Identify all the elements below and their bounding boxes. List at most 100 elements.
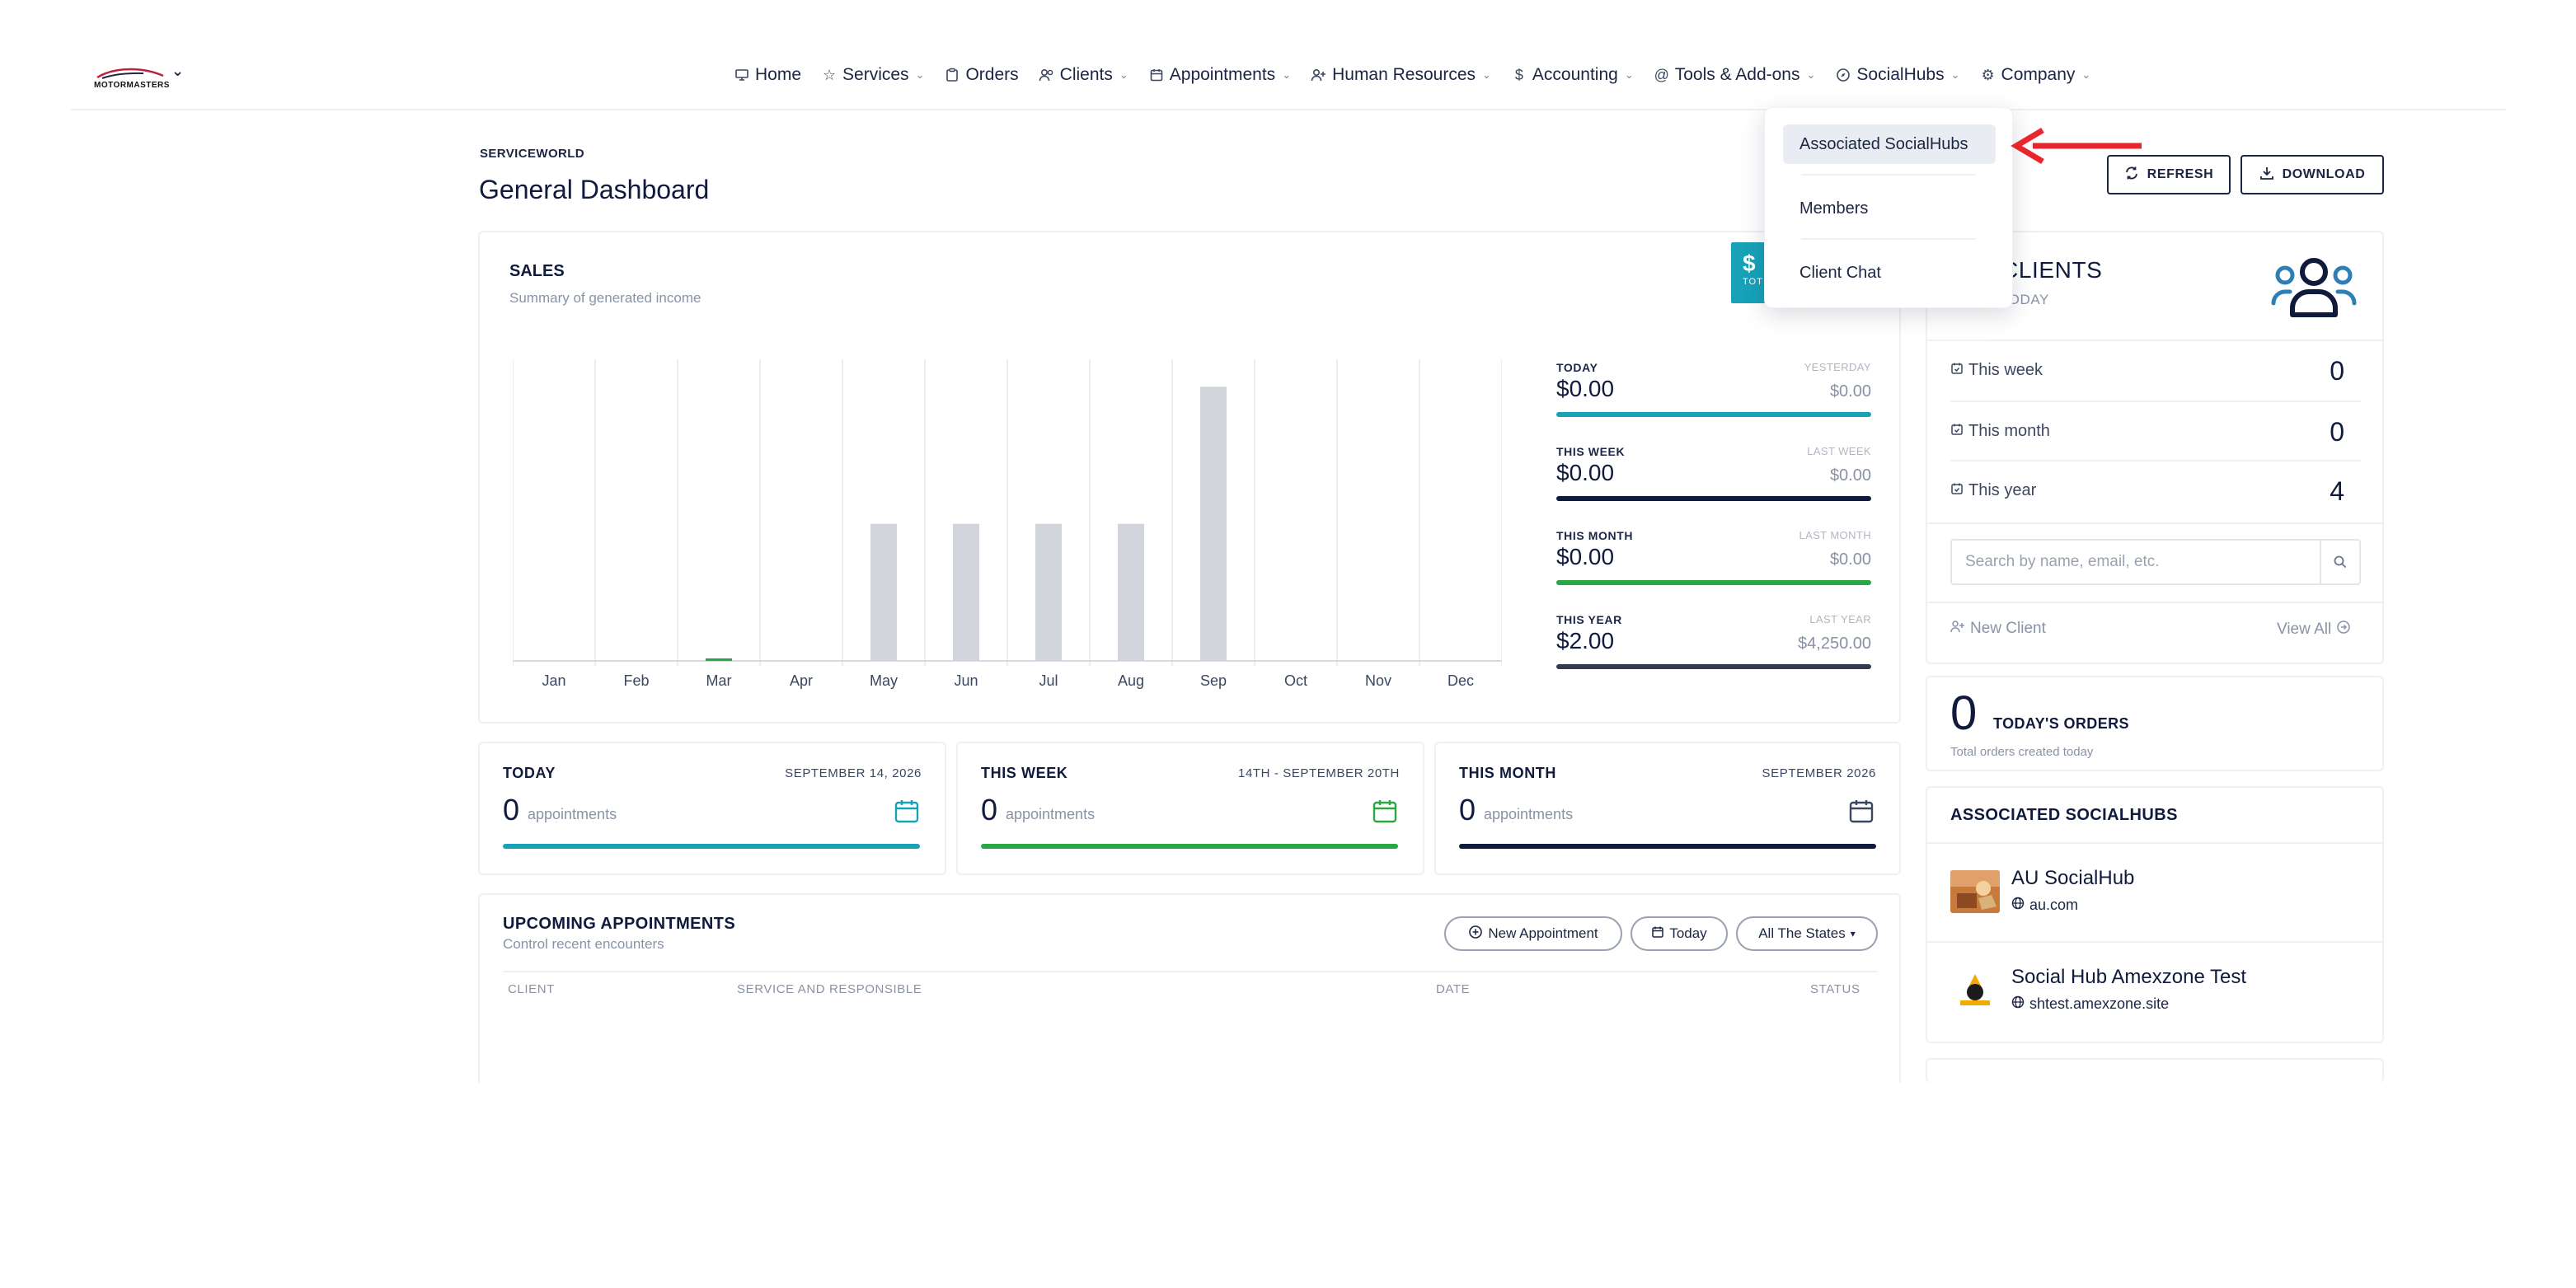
client-search-input[interactable] xyxy=(1952,541,2320,583)
company-eyebrow: SERVICEWORLD xyxy=(480,147,585,161)
card-label: TODAY xyxy=(503,765,556,781)
stat-label: THIS WEEK xyxy=(1556,445,1626,458)
view-all-clients-link[interactable]: View All xyxy=(2277,620,2351,639)
calendar-icon xyxy=(1148,67,1165,83)
nav-item-label: Clients xyxy=(1059,65,1113,84)
stat-compare-label: LAST YEAR xyxy=(1809,613,1871,625)
chart-bar-may[interactable] xyxy=(870,523,897,661)
chart-x-tick-label: Jul xyxy=(1039,672,1058,689)
appointment-unit: appointments xyxy=(1484,806,1574,822)
divider xyxy=(1927,602,2382,603)
stat-value: $0.00 xyxy=(1556,376,1615,401)
stat-today: TODAY YESTERDAY $0.00 $0.00 xyxy=(1556,361,1871,435)
appointments-this-week-card[interactable]: THIS WEEK 14TH - SEPTEMBER 20TH 0 appoin… xyxy=(956,742,1424,875)
nav-item-accounting[interactable]: $ Accounting ⌄ xyxy=(1511,65,1634,85)
stat-compare-value: $4,250.00 xyxy=(1798,635,1871,653)
nav-item-orders[interactable]: Orders xyxy=(944,65,1019,85)
compass-icon xyxy=(1835,67,1851,83)
chart-x-tick-label: Sep xyxy=(1200,672,1227,689)
next-card-stub xyxy=(1926,1058,2384,1083)
menu-item-members[interactable]: Members xyxy=(1799,199,1869,218)
stat-this-month: THIS MONTH LAST MONTH $0.00 $0.00 xyxy=(1556,529,1871,603)
globe-icon xyxy=(2011,897,2025,914)
nav-item-clients[interactable]: Clients ⌄ xyxy=(1039,65,1128,85)
user-plus-icon xyxy=(1311,67,1327,83)
chevron-down-icon: ⌄ xyxy=(915,68,925,81)
socialhub-item[interactable]: AU SocialHub au.com xyxy=(1927,842,2384,941)
appointments-this-month-card[interactable]: THIS MONTH SEPTEMBER 2026 0 appointments xyxy=(1434,742,1901,875)
appointments-today-card[interactable]: TODAY SEPTEMBER 14, 2026 0 appointments xyxy=(478,742,946,875)
new-appointment-button[interactable]: New Appointment xyxy=(1444,916,1622,951)
nav-item-label: Services xyxy=(842,65,909,84)
users-icon xyxy=(1039,67,1055,83)
chart-x-tick-label: Dec xyxy=(1448,672,1474,689)
stat-value: $2.00 xyxy=(1556,628,1615,653)
refresh-button[interactable]: REFRESH xyxy=(2107,155,2231,194)
orders-label: TODAY'S ORDERS xyxy=(1993,715,2129,732)
caret-down-icon: ▾ xyxy=(1850,928,1856,939)
stat-value: $0.00 xyxy=(1556,544,1615,569)
today-filter-label: Today xyxy=(1669,925,1707,941)
chart-x-tick-label: Apr xyxy=(790,672,813,689)
column-header-client: CLIENT xyxy=(508,982,555,996)
chart-bar-aug[interactable] xyxy=(1118,523,1144,661)
calendar-check-icon xyxy=(1950,422,1964,441)
nav-item-home[interactable]: Home xyxy=(734,65,801,85)
card-date: SEPTEMBER 2026 xyxy=(1762,766,1876,780)
column-header-service: SERVICE AND RESPONSIBLE xyxy=(737,982,922,996)
sales-card: SALES Summary of generated income $ TOT … xyxy=(478,231,1901,724)
nav-item-label: Tools & Add-ons xyxy=(1674,65,1800,84)
column-header-date: DATE xyxy=(1436,982,1471,996)
socialhub-url: shtest.amexzone.site xyxy=(2029,995,2170,1012)
user-plus-icon xyxy=(1950,620,1965,638)
nav-item-label: Accounting xyxy=(1532,65,1618,84)
menu-item-associated-socialhubs[interactable]: Associated SocialHubs xyxy=(1783,124,1996,164)
socialhub-item[interactable]: Social Hub Amexzone Test shtest.amexzone… xyxy=(1927,941,2384,1040)
star-icon: ☆ xyxy=(822,66,837,83)
new-client-link[interactable]: New Client xyxy=(1950,620,2046,638)
sales-subtitle: Summary of generated income xyxy=(509,290,701,306)
download-button[interactable]: DOWNLOAD xyxy=(2241,155,2384,194)
nav-item-socialhubs[interactable]: SocialHubs ⌄ xyxy=(1835,65,1960,85)
car-logo-icon xyxy=(96,68,164,79)
nav-item-services[interactable]: ☆ Services ⌄ xyxy=(821,65,925,85)
chart-bar-sep[interactable] xyxy=(1200,386,1227,661)
clients-title: CLIENTS xyxy=(2001,257,2103,283)
appointment-count: 0 xyxy=(981,793,998,827)
card-label: THIS WEEK xyxy=(981,765,1068,781)
appointment-count: 0 xyxy=(1459,793,1476,827)
nav-item-label: Human Resources xyxy=(1332,65,1476,84)
brand-logo[interactable]: MOTORMASTERS xyxy=(94,63,169,92)
appointment-unit: appointments xyxy=(528,806,617,822)
nav-item-company[interactable]: ⚙ Company ⌄ xyxy=(1980,65,2090,85)
nav-item-human-resources[interactable]: Human Resources ⌄ xyxy=(1311,65,1491,85)
brand-chevron-down-icon[interactable]: ⌄ xyxy=(171,63,185,79)
stat-bar xyxy=(1556,412,1871,417)
chart-bar-jun[interactable] xyxy=(953,523,979,661)
download-label: DOWNLOAD xyxy=(2282,167,2366,181)
chart-x-tick-label: Aug xyxy=(1118,672,1144,689)
today-filter-button[interactable]: Today xyxy=(1631,916,1728,951)
stat-compare-value: $0.00 xyxy=(1829,382,1871,400)
plus-circle-icon xyxy=(1468,925,1483,944)
nav-item-tools-addons[interactable]: @ Tools & Add-ons ⌄ xyxy=(1654,65,1816,85)
main-nav: Home ☆ Services ⌄ Orders Clients ⌄ Appoi… xyxy=(734,63,2090,87)
states-filter-label: All The States xyxy=(1758,925,1846,941)
arrow-circle-right-icon xyxy=(2336,620,2351,639)
chart-bar-jul[interactable] xyxy=(1035,523,1062,661)
todays-orders-card[interactable]: 0 TODAY'S ORDERS Total orders created to… xyxy=(1926,676,2384,771)
at-icon: @ xyxy=(1654,66,1669,83)
states-filter-dropdown[interactable]: All The States ▾ xyxy=(1736,916,1878,951)
nav-item-appointments[interactable]: Appointments ⌄ xyxy=(1148,65,1291,85)
menu-item-client-chat[interactable]: Client Chat xyxy=(1799,263,1881,282)
stat-this-week: THIS WEEK LAST WEEK $0.00 $0.00 xyxy=(1556,445,1871,519)
calendar-icon xyxy=(894,800,919,823)
chart-bar-mar[interactable] xyxy=(706,658,732,661)
row-value: 0 xyxy=(2330,417,2344,447)
stat-compare-value: $0.00 xyxy=(1829,466,1871,485)
total-badge-label: TOT xyxy=(1743,277,1763,287)
chart-x-tick-label: May xyxy=(870,672,898,689)
nav-item-label: SocialHubs xyxy=(1856,65,1945,84)
search-button[interactable] xyxy=(2320,541,2359,583)
socialhubs-dropdown-menu: Associated SocialHubs Members Client Cha… xyxy=(1764,107,2013,308)
